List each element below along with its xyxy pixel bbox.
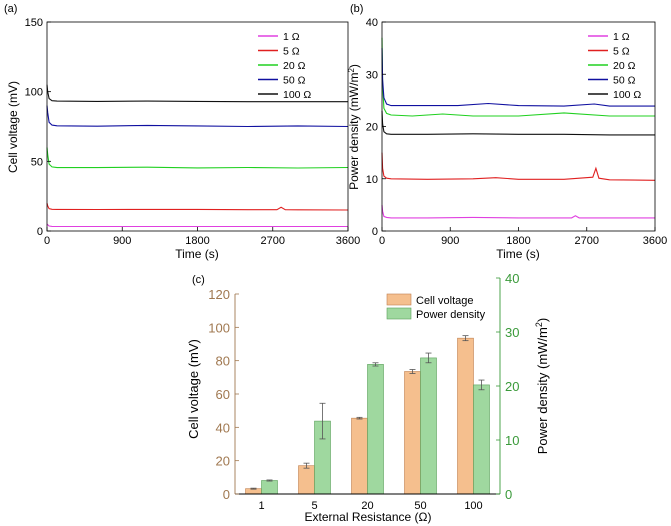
panel-a-x-ticks: 0 900 1800 2700 3600 bbox=[44, 227, 360, 247]
panel-c-label: (c) bbox=[192, 274, 205, 286]
panel-b-x-tick-label-4: 3600 bbox=[643, 235, 667, 247]
panel-a-y-ticks: 0 50 100 150 bbox=[25, 17, 51, 238]
panel-c-left-y-tick-label-2: 40 bbox=[216, 420, 230, 435]
panel-b-x-tick-label-2: 1800 bbox=[506, 235, 530, 247]
panel-a-series-line-2 bbox=[46, 147, 349, 169]
panel-b-x-tick-label-1: 900 bbox=[441, 235, 459, 247]
panel-a-series-line-3 bbox=[46, 105, 349, 128]
panel-b-series-line-1 bbox=[381, 152, 656, 181]
panel-a-series-line-1 bbox=[46, 202, 349, 211]
panel-c-x-tick-label-1: 5 bbox=[311, 500, 317, 512]
panel-b-legend-label-4: 100 Ω bbox=[613, 89, 641, 101]
panel-c-right-y-tick-label-0: 0 bbox=[505, 487, 512, 502]
panel-b-y-axis-label: Power density (mW/m2) bbox=[347, 64, 361, 190]
panel-c-x-axis-label: External Resistance (Ω) bbox=[304, 510, 431, 524]
panel-c-right-y-tick-label-4: 40 bbox=[505, 271, 519, 286]
panel-b-series-line-4 bbox=[381, 110, 655, 136]
panel-a-series-line-0 bbox=[46, 223, 348, 228]
panel-a-x-axis-label: Time (s) bbox=[175, 247, 219, 261]
panel-a-y-axis-label: Cell voltage (mV) bbox=[6, 81, 20, 173]
panel-c-left-y-tick-label-3: 60 bbox=[216, 387, 230, 402]
panel-a-y-tick-label-2: 100 bbox=[25, 87, 43, 99]
panel-c-bar-voltage-3 bbox=[404, 371, 421, 495]
panel-c-left-y-tick-label-4: 80 bbox=[216, 354, 230, 369]
panel-b-legend-label-1: 5 Ω bbox=[613, 46, 630, 58]
panel-c-bar-power-4 bbox=[473, 384, 490, 495]
panel-b-x-axis-label: Time (s) bbox=[496, 247, 540, 261]
panel-c-bar-voltage-2 bbox=[351, 417, 368, 495]
panel-c-right-y-ticks: 0 10 20 30 40 bbox=[496, 271, 519, 502]
panel-c-x-tick-label-3: 50 bbox=[414, 500, 426, 512]
panel-c-left-y-axis-label: Cell voltage (mV) bbox=[186, 339, 201, 439]
panel-a-series-group bbox=[46, 84, 349, 228]
panel-a-x-tick-label-2: 1800 bbox=[185, 235, 209, 247]
panel-c-right-y-axis-label: Power density (mW/m2) bbox=[534, 318, 550, 455]
panel-a-label: (a) bbox=[4, 3, 17, 15]
panel-c-bar-voltage-4 bbox=[457, 337, 474, 495]
panel-c-legend-swatch-0 bbox=[386, 293, 412, 306]
panel-c-x-tick-label-4: 100 bbox=[464, 500, 482, 512]
panel-b-x-tick-label-0: 0 bbox=[379, 235, 385, 247]
panel-b-legend-label-0: 1 Ω bbox=[613, 31, 630, 43]
panel-b-series-line-0 bbox=[381, 204, 655, 219]
panel-b-legend: 1 Ω 5 Ω 20 Ω 50 Ω 100 Ω bbox=[588, 31, 641, 101]
panel-b-x-tick-label-3: 2700 bbox=[575, 235, 599, 247]
panel-a-y-tick-label-3: 150 bbox=[25, 17, 43, 29]
panel-c-x-tick-label-2: 20 bbox=[361, 500, 373, 512]
panel-b-y-tick-label-2: 20 bbox=[366, 122, 378, 134]
panel-a-x-tick-label-1: 900 bbox=[113, 235, 131, 247]
panel-a-x-tick-label-0: 0 bbox=[44, 235, 50, 247]
panel-b-legend-label-2: 20 Ω bbox=[613, 60, 636, 72]
panel-b-x-ticks: 0 900 1800 2700 3600 bbox=[379, 227, 667, 247]
panel-c-x-ticks: 1 5 20 50 100 bbox=[258, 500, 482, 512]
panel-b-series-line-2 bbox=[381, 37, 655, 117]
panel-b-series-line-3 bbox=[381, 48, 655, 107]
panel-a-x-tick-label-3: 2700 bbox=[261, 235, 285, 247]
panel-c-right-y-tick-label-2: 20 bbox=[505, 379, 519, 394]
panel-a-y-tick-label-1: 50 bbox=[31, 156, 43, 168]
panel-c-bar-voltage-1 bbox=[298, 465, 315, 495]
panel-c-bar-power-3 bbox=[420, 357, 437, 495]
panel-c-legend: Cell voltage Power density bbox=[386, 293, 486, 321]
panel-c-right-y-tick-label-3: 30 bbox=[505, 325, 519, 340]
panel-b-y-tick-label-4: 40 bbox=[366, 17, 378, 29]
panel-c-left-y-tick-label-1: 20 bbox=[216, 454, 230, 469]
panel-c-left-y-tick-label-5: 100 bbox=[208, 320, 230, 335]
panel-c-right-y-tick-label-1: 10 bbox=[505, 433, 519, 448]
panel-a-series-line-4 bbox=[46, 84, 348, 103]
panel-a-y-tick-label-0: 0 bbox=[37, 226, 43, 238]
panel-a-x-tick-label-4: 3600 bbox=[336, 235, 360, 247]
panel-c-bar-power-2 bbox=[367, 364, 384, 495]
panel-c-legend-label-1: Power density bbox=[416, 309, 486, 321]
panel-c-legend-label-0: Cell voltage bbox=[416, 295, 473, 307]
panel-b-y-ticks: 0 10 20 30 40 bbox=[366, 17, 386, 238]
panel-a-legend-label-1: 5 Ω bbox=[283, 46, 300, 58]
panel-c-legend-swatch-1 bbox=[386, 307, 412, 320]
panel-c-left-y-ticks: 0 20 40 60 80 100 120 bbox=[208, 287, 239, 502]
panel-b-y-tick-label-3: 30 bbox=[366, 69, 378, 81]
panel-a-legend: 1 Ω 5 Ω 20 Ω 50 Ω 100 Ω bbox=[258, 31, 311, 101]
panel-c-x-tick-label-0: 1 bbox=[258, 500, 264, 512]
panel-b-y-tick-label-1: 10 bbox=[366, 174, 378, 186]
panel-c-bar-power-0 bbox=[261, 480, 278, 495]
panel-b-label: (b) bbox=[350, 3, 363, 15]
panel-c-left-y-tick-label-6: 120 bbox=[208, 287, 230, 302]
panel-a-legend-label-3: 50 Ω bbox=[283, 75, 306, 87]
panel-a-legend-label-0: 1 Ω bbox=[283, 31, 300, 43]
panel-c-bar-group bbox=[245, 335, 490, 495]
panel-b-legend-label-3: 50 Ω bbox=[613, 75, 636, 87]
panel-c-left-y-tick-label-0: 0 bbox=[223, 487, 230, 502]
panel-b-series-group bbox=[381, 37, 656, 219]
panel-a-legend-label-2: 20 Ω bbox=[283, 60, 306, 72]
panel-b-y-tick-label-0: 0 bbox=[372, 226, 378, 238]
panel-a-legend-label-4: 100 Ω bbox=[283, 89, 311, 101]
